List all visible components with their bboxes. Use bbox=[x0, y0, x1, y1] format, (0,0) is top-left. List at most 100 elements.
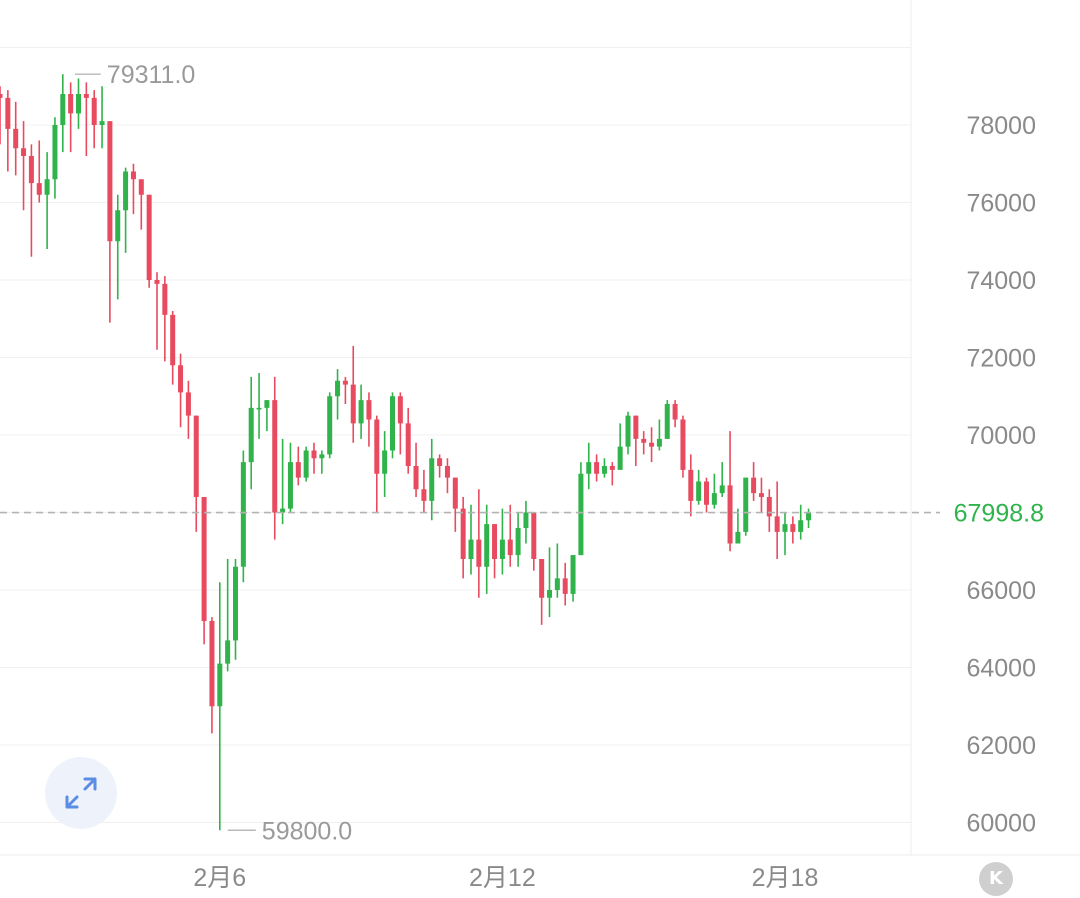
candle-up bbox=[390, 392, 395, 459]
y-tick-label: 72000 bbox=[966, 345, 1036, 373]
candle-body bbox=[5, 97, 11, 129]
candle-body bbox=[719, 485, 725, 494]
candle-up bbox=[601, 458, 607, 478]
candle-up bbox=[303, 446, 309, 482]
candle-body bbox=[484, 524, 490, 567]
candle-body bbox=[727, 485, 733, 544]
candle-body bbox=[99, 121, 105, 125]
candle-body bbox=[452, 477, 458, 509]
candle-body bbox=[499, 539, 505, 559]
candle-body bbox=[405, 423, 411, 466]
candle-up bbox=[735, 508, 741, 544]
candle-body bbox=[578, 473, 584, 556]
candle-down bbox=[680, 415, 686, 478]
candle-body bbox=[178, 365, 184, 393]
candle-up bbox=[617, 423, 623, 470]
candle-body bbox=[515, 528, 521, 556]
brand-logo-glyph: K bbox=[989, 868, 1003, 889]
high-marker-label: 79311.0 bbox=[107, 61, 196, 89]
x-tick-label: 2月6 bbox=[193, 864, 246, 892]
candle-body bbox=[248, 407, 254, 463]
candle-down bbox=[609, 462, 615, 486]
candle-down bbox=[641, 431, 647, 455]
candle-body bbox=[594, 462, 600, 474]
candle-body bbox=[601, 466, 607, 474]
expand-arrows-icon bbox=[65, 777, 97, 809]
candle-body bbox=[319, 454, 325, 459]
candle-up bbox=[468, 504, 474, 575]
y-tick-label: 64000 bbox=[966, 655, 1036, 683]
candle-body bbox=[790, 524, 796, 532]
candle-body bbox=[523, 512, 529, 528]
candle-body bbox=[680, 419, 686, 470]
candle-body bbox=[366, 400, 372, 420]
x-axis: 2月6 2月12 2月18 bbox=[193, 864, 818, 892]
candle-body bbox=[91, 97, 97, 125]
y-tick-label: 74000 bbox=[966, 267, 1036, 295]
candle-down bbox=[342, 376, 348, 404]
y-tick-label: 78000 bbox=[966, 112, 1036, 140]
brand-logo-icon[interactable]: K bbox=[979, 862, 1013, 896]
candle-body bbox=[272, 400, 278, 513]
candle-body bbox=[664, 404, 670, 439]
candle-up bbox=[586, 442, 592, 490]
candle-up bbox=[319, 450, 325, 474]
candle-body bbox=[641, 438, 647, 443]
gridlines bbox=[0, 47, 911, 823]
candle-body bbox=[444, 466, 450, 478]
candle-up bbox=[782, 512, 788, 556]
candle-up bbox=[248, 376, 254, 490]
candle-body bbox=[162, 283, 168, 315]
candle-body bbox=[44, 179, 50, 195]
candle-down bbox=[5, 90, 11, 172]
candle-down bbox=[452, 477, 458, 532]
candle-body bbox=[798, 520, 804, 532]
candle-down bbox=[193, 415, 199, 532]
candle-up bbox=[547, 547, 552, 618]
candle-body bbox=[460, 508, 466, 559]
candle-body bbox=[562, 578, 568, 594]
candle-body bbox=[146, 194, 152, 280]
candle-body bbox=[492, 524, 498, 559]
candle-body bbox=[327, 396, 333, 455]
candle-body bbox=[60, 94, 66, 125]
candle-body bbox=[138, 179, 144, 195]
candle-up bbox=[358, 384, 364, 439]
candle-down bbox=[178, 353, 184, 428]
candle-up bbox=[52, 117, 58, 199]
candle-up bbox=[382, 431, 388, 497]
candle-down bbox=[295, 446, 301, 486]
fullscreen-button[interactable] bbox=[45, 757, 117, 829]
candle-down bbox=[185, 380, 191, 439]
candle-up bbox=[60, 74, 66, 153]
candle-down bbox=[209, 617, 215, 734]
candle-down bbox=[649, 427, 655, 463]
candle-down bbox=[492, 524, 498, 579]
candle-up bbox=[578, 462, 584, 556]
candle-body bbox=[421, 489, 427, 501]
candle-up bbox=[264, 400, 270, 432]
candle-body bbox=[782, 524, 788, 532]
candle-down bbox=[107, 121, 113, 323]
candle-body bbox=[342, 380, 348, 385]
candle-down bbox=[766, 489, 772, 532]
candle-body bbox=[554, 578, 560, 590]
candle-up bbox=[225, 559, 231, 672]
candle-body bbox=[68, 94, 74, 114]
candle-down bbox=[405, 407, 411, 474]
candle-up bbox=[76, 78, 81, 129]
y-tick-label: 70000 bbox=[966, 422, 1036, 450]
candle-up bbox=[99, 86, 105, 149]
candle-body bbox=[13, 128, 19, 149]
candle-up bbox=[570, 555, 576, 602]
candle-body bbox=[429, 458, 435, 501]
candle-body bbox=[382, 450, 388, 474]
candle-body bbox=[76, 94, 81, 114]
candle-down bbox=[507, 504, 513, 567]
candle-body bbox=[547, 590, 552, 598]
candle-body bbox=[350, 384, 356, 424]
candle-body bbox=[217, 663, 223, 707]
candle-body bbox=[295, 462, 301, 478]
candle-body bbox=[806, 512, 812, 521]
